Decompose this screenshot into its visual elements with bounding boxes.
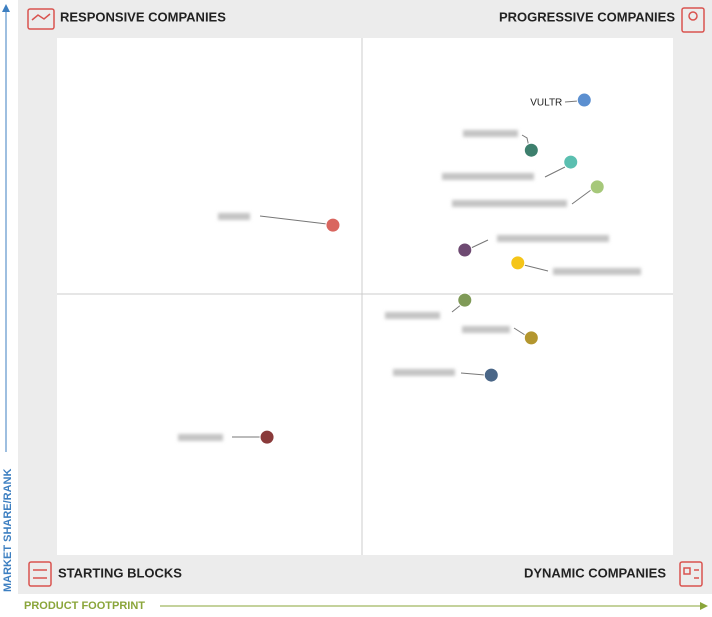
leader-lines — [232, 100, 592, 438]
point — [523, 142, 539, 158]
quadrant-label: PROGRESSIVE COMPANIES — [499, 9, 675, 24]
point — [483, 367, 499, 383]
blurred-labels — [178, 130, 641, 441]
axis-arrow — [700, 602, 708, 610]
plot-area — [57, 38, 673, 555]
point — [589, 179, 605, 195]
point — [523, 330, 539, 346]
point — [576, 92, 592, 108]
quadrant-label: RESPONSIVE COMPANIES — [60, 9, 226, 24]
quadrant-label: STARTING BLOCKS — [58, 565, 182, 580]
y-axis-label: MARKET SHARE/RANK — [2, 469, 14, 593]
point-label: VULTR — [530, 98, 562, 109]
icon — [27, 7, 705, 587]
point — [510, 255, 526, 271]
quadrant-label: DYNAMIC COMPANIES — [524, 565, 666, 580]
point — [563, 154, 579, 170]
point — [457, 292, 473, 308]
axis-arrow — [2, 4, 10, 12]
point — [325, 217, 341, 233]
point — [259, 429, 275, 445]
x-axis-label: PRODUCT FOOTPRINT — [24, 600, 145, 612]
point — [457, 242, 473, 258]
